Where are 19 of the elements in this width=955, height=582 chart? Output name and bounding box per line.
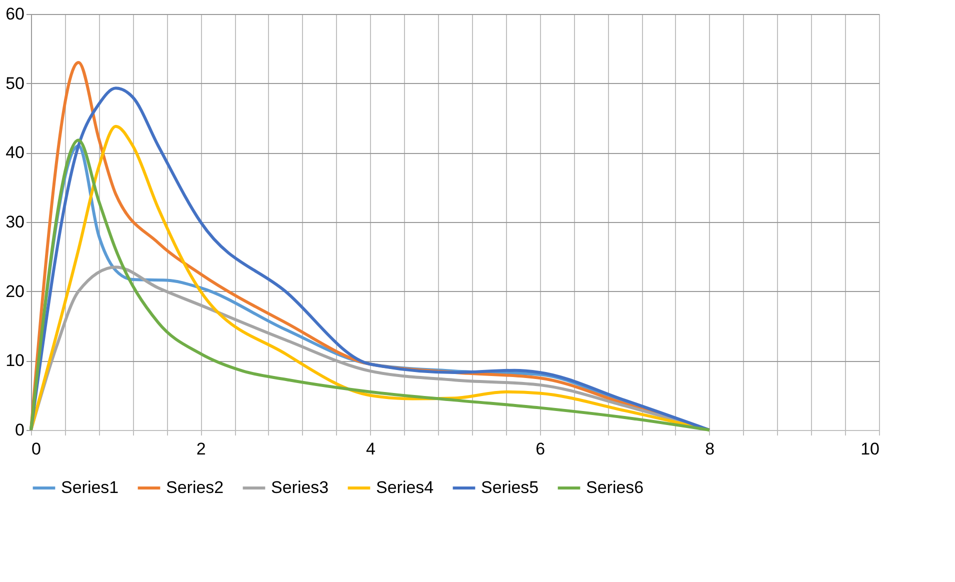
y-tick-label: 60 xyxy=(6,4,24,24)
y-tick-label: 30 xyxy=(6,212,24,232)
x-tick-label: 6 xyxy=(536,440,546,458)
legend-label: Series5 xyxy=(481,478,539,497)
x-tick-label: 8 xyxy=(705,440,715,458)
legend-label: Series4 xyxy=(376,478,434,497)
x-tick-label: 0 xyxy=(32,440,41,458)
legend-label: Series6 xyxy=(586,478,644,497)
y-tick-label: 40 xyxy=(6,143,24,162)
y-tick-label: 50 xyxy=(6,74,24,93)
legend-label: Series1 xyxy=(61,478,119,497)
legend-label: Series3 xyxy=(271,478,329,497)
x-tick-label: 4 xyxy=(366,440,376,458)
y-tick-label: 20 xyxy=(6,282,24,301)
x-tick-label: 10 xyxy=(860,440,880,458)
x-tick-label: 2 xyxy=(196,440,206,458)
y-tick-label: 0 xyxy=(15,420,24,440)
y-tick-label: 10 xyxy=(6,351,24,370)
legend-label: Series2 xyxy=(166,478,224,497)
